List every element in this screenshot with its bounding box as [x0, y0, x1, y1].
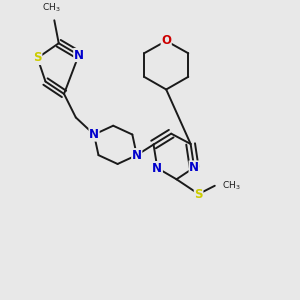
Text: S: S: [33, 52, 42, 64]
Text: N: N: [189, 161, 199, 174]
Text: CH$_3$: CH$_3$: [42, 2, 61, 14]
Text: CH$_3$: CH$_3$: [222, 179, 241, 192]
Text: O: O: [161, 34, 171, 47]
Text: N: N: [132, 148, 142, 162]
Text: N: N: [89, 128, 99, 141]
Text: N: N: [152, 162, 162, 175]
Text: S: S: [194, 188, 203, 200]
Text: N: N: [74, 49, 84, 62]
